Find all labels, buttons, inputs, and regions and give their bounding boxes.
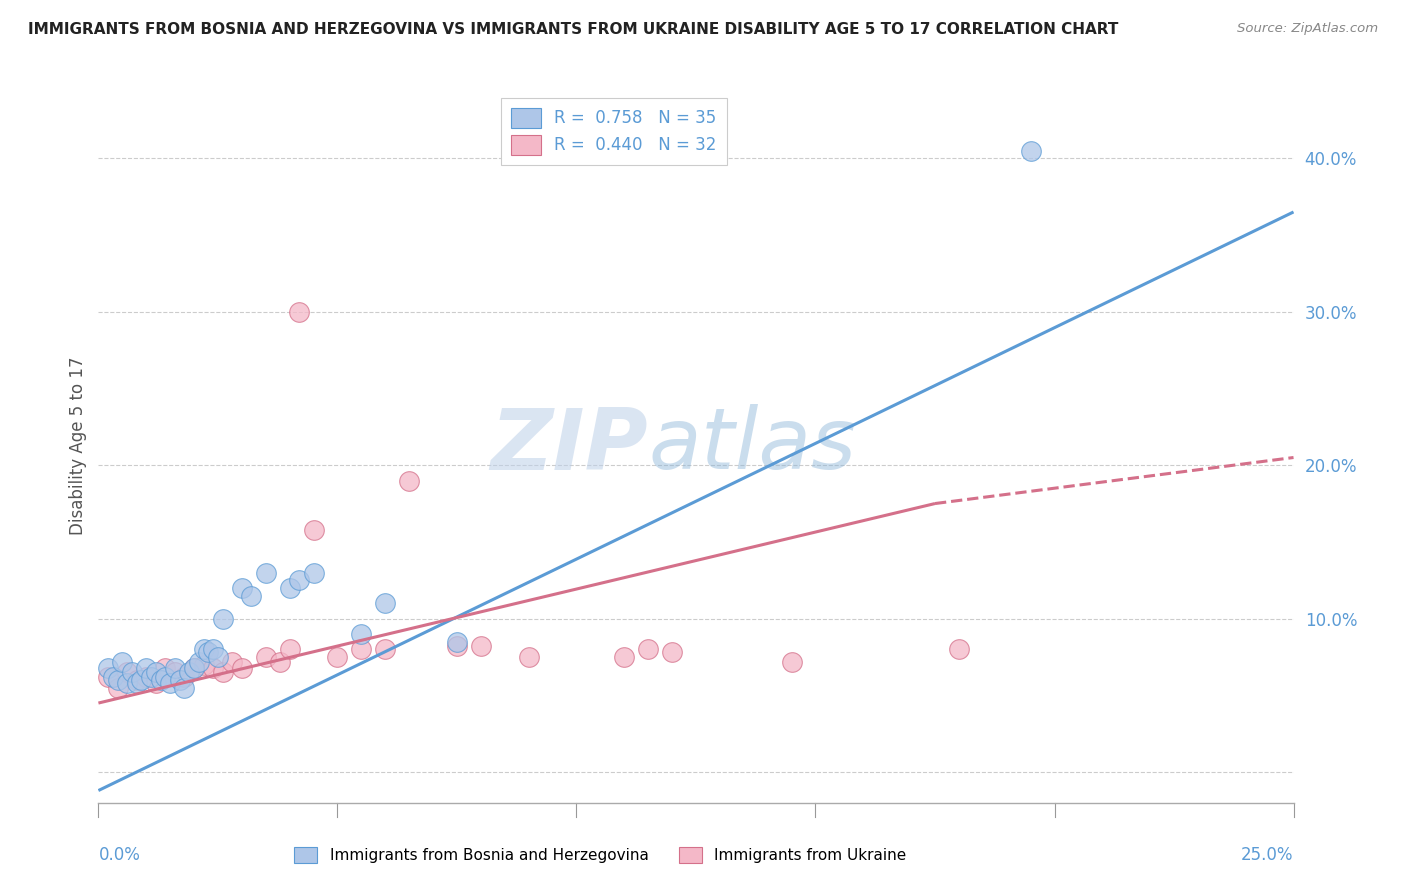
Point bbox=[149, 673, 172, 687]
Point bbox=[97, 670, 120, 684]
Point bbox=[374, 642, 396, 657]
Point bbox=[231, 661, 253, 675]
Point bbox=[159, 676, 181, 690]
Point bbox=[107, 681, 129, 695]
Point bbox=[374, 596, 396, 610]
Point bbox=[115, 665, 138, 680]
Point bbox=[221, 655, 243, 669]
Point bbox=[326, 650, 349, 665]
Point bbox=[211, 665, 233, 680]
Point bbox=[269, 655, 291, 669]
Point bbox=[139, 670, 162, 684]
Point bbox=[446, 634, 468, 648]
Point bbox=[470, 640, 492, 654]
Point bbox=[131, 673, 153, 687]
Text: Source: ZipAtlas.com: Source: ZipAtlas.com bbox=[1237, 22, 1378, 36]
Point bbox=[350, 642, 373, 657]
Point bbox=[613, 650, 636, 665]
Point bbox=[125, 673, 148, 687]
Point bbox=[207, 650, 229, 665]
Point bbox=[240, 589, 263, 603]
Point bbox=[193, 642, 215, 657]
Point bbox=[446, 640, 468, 654]
Text: 25.0%: 25.0% bbox=[1241, 846, 1294, 863]
Point bbox=[193, 657, 215, 672]
Point bbox=[135, 670, 157, 684]
Point bbox=[202, 642, 225, 657]
Point bbox=[637, 642, 659, 657]
Point bbox=[111, 655, 134, 669]
Legend: R =  0.758   N = 35, R =  0.440   N = 32: R = 0.758 N = 35, R = 0.440 N = 32 bbox=[501, 97, 727, 165]
Point bbox=[302, 566, 325, 580]
Point bbox=[169, 673, 191, 687]
Point bbox=[202, 661, 225, 675]
Point bbox=[163, 661, 186, 675]
Point bbox=[288, 304, 311, 318]
Point bbox=[254, 650, 277, 665]
Point bbox=[197, 645, 219, 659]
Text: 0.0%: 0.0% bbox=[98, 846, 141, 863]
Point bbox=[187, 655, 209, 669]
Point bbox=[135, 661, 157, 675]
Point bbox=[163, 665, 186, 680]
Point bbox=[1019, 144, 1042, 158]
Point bbox=[211, 612, 233, 626]
Point bbox=[183, 661, 205, 675]
Y-axis label: Disability Age 5 to 17: Disability Age 5 to 17 bbox=[69, 357, 87, 535]
Point bbox=[517, 650, 540, 665]
Point bbox=[145, 676, 167, 690]
Point bbox=[173, 681, 195, 695]
Text: IMMIGRANTS FROM BOSNIA AND HERZEGOVINA VS IMMIGRANTS FROM UKRAINE DISABILITY AGE: IMMIGRANTS FROM BOSNIA AND HERZEGOVINA V… bbox=[28, 22, 1119, 37]
Point bbox=[101, 670, 124, 684]
Point bbox=[231, 581, 253, 595]
Text: atlas: atlas bbox=[648, 404, 856, 488]
Point bbox=[661, 645, 683, 659]
Point bbox=[780, 655, 803, 669]
Point bbox=[183, 661, 205, 675]
Point bbox=[254, 566, 277, 580]
Point bbox=[179, 665, 201, 680]
Point bbox=[107, 673, 129, 687]
Point bbox=[278, 642, 301, 657]
Text: ZIP: ZIP bbox=[491, 404, 648, 488]
Point bbox=[121, 665, 143, 680]
Point bbox=[288, 574, 311, 588]
Point bbox=[398, 474, 420, 488]
Point bbox=[145, 665, 167, 680]
Point bbox=[115, 676, 138, 690]
Point bbox=[302, 523, 325, 537]
Point bbox=[125, 676, 148, 690]
Point bbox=[350, 627, 373, 641]
Point bbox=[155, 670, 177, 684]
Point bbox=[278, 581, 301, 595]
Point bbox=[97, 661, 120, 675]
Point bbox=[155, 661, 177, 675]
Point bbox=[173, 670, 195, 684]
Point bbox=[948, 642, 970, 657]
